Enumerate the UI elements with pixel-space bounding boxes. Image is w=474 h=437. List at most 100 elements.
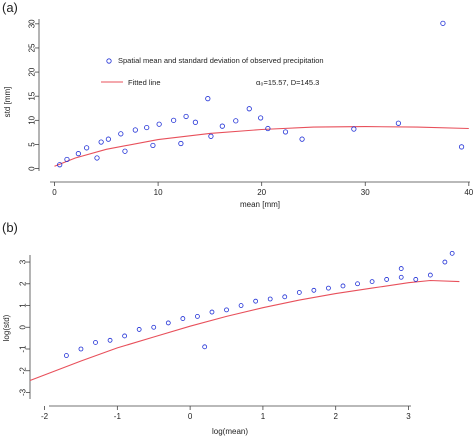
data-point (282, 294, 288, 300)
data-point (107, 337, 113, 343)
x-tick-label: -2 (41, 412, 49, 421)
y-tick-label: -3 (19, 388, 28, 396)
y-tick-label: 0 (19, 324, 28, 329)
data-point (205, 96, 211, 102)
panel-b-x-ticks: -2 -1 0 1 2 3 (41, 406, 411, 421)
data-point (84, 145, 90, 151)
data-point (63, 353, 69, 358)
y-tick-label: 5 (28, 142, 37, 147)
data-point (440, 20, 446, 26)
data-point (150, 142, 156, 149)
y-tick-label: 20 (28, 67, 37, 76)
y-tick-label: -2 (19, 367, 28, 375)
data-point (326, 285, 331, 291)
x-tick-label: -1 (114, 412, 122, 421)
data-point (442, 259, 448, 265)
data-point (132, 127, 138, 133)
y-tick-label: 10 (28, 115, 37, 124)
data-point (118, 131, 124, 137)
y-tick-label: 3 (19, 259, 28, 264)
x-tick-label: 1 (261, 412, 266, 421)
data-point (78, 346, 84, 352)
y-tick-label: 15 (28, 91, 37, 100)
data-point (183, 113, 189, 120)
y-tick-label: 2 (19, 281, 28, 286)
data-point (449, 250, 455, 256)
data-point (384, 277, 390, 282)
panel-b-label: (b) (2, 220, 18, 235)
panel-a-legend: Spatial mean and standard deviation of o… (101, 56, 324, 87)
legend-fitted-line-label: Fitted line (128, 78, 161, 87)
data-point (398, 274, 404, 280)
x-tick-label: 30 (361, 188, 370, 197)
y-tick-label: 25 (28, 43, 37, 52)
panel-a-label: (a) (2, 0, 18, 15)
data-point (195, 313, 200, 319)
data-point (64, 156, 70, 163)
y-tick-label: 30 (28, 19, 37, 28)
panel-b-y-ticks: -3 -2 -1 0 1 2 3 (19, 259, 30, 396)
data-point (427, 272, 433, 278)
x-tick-label: 2 (333, 412, 338, 421)
data-point (94, 155, 100, 161)
data-point (57, 162, 63, 168)
panel-a-y-ticks: 0 5 10 15 20 25 30 (28, 19, 39, 171)
data-point (151, 324, 157, 330)
data-point (233, 118, 239, 124)
data-point (156, 121, 162, 127)
data-point (395, 120, 401, 126)
data-point (75, 151, 81, 157)
data-point (122, 333, 128, 339)
data-point (93, 340, 98, 345)
data-point (351, 126, 357, 132)
panel-b-points-group (63, 250, 455, 358)
data-point (311, 287, 317, 293)
data-point (413, 277, 419, 282)
panel-a: (a) 0 10 20 30 40 0 5 10 15 20 25 30 mean [mm] std… (2, 0, 474, 209)
data-point (458, 144, 465, 150)
x-tick-label: 0 (188, 412, 193, 421)
panel-a-x-axis-label: mean [mm] (240, 200, 280, 209)
panel-b: (b) -2 -1 0 1 2 3 -3 -2 -1 0 1 2 3 log(mean) log(st… (2, 220, 460, 436)
data-point (219, 123, 225, 129)
data-point (209, 309, 215, 315)
data-point (258, 115, 264, 121)
data-point (238, 303, 244, 308)
panel-b-fitted-line-group (29, 279, 460, 382)
data-point (296, 290, 302, 295)
panel-b-x-axis-label: log(mean) (212, 427, 248, 436)
data-point (105, 136, 111, 142)
legend-point-marker (106, 58, 112, 64)
panel-a-fitted-line-group (54, 126, 469, 167)
panel-a-y-axis-label: std [mm] (3, 87, 12, 118)
x-tick-label: 0 (52, 188, 57, 197)
data-point (282, 129, 289, 135)
fitted-line (54, 126, 469, 167)
data-point (122, 148, 128, 154)
panel-a-x-ticks: 0 10 20 30 40 (52, 182, 474, 197)
data-point (171, 117, 177, 123)
data-point (144, 124, 150, 131)
fit-parameters-annotation: α₀=15.57, D=145.3 (256, 78, 319, 87)
data-point (340, 283, 346, 289)
data-point (265, 125, 271, 132)
data-point (253, 298, 259, 304)
panel-b-y-axis-label: log(std) (2, 314, 11, 341)
legend-points-label: Spatial mean and standard deviation of o… (118, 56, 324, 65)
y-tick-label: -1 (19, 345, 28, 353)
data-point (192, 119, 198, 125)
data-point (299, 136, 305, 142)
y-tick-label: 1 (19, 303, 28, 308)
y-tick-label: 0 (28, 166, 37, 171)
x-tick-label: 40 (464, 188, 473, 197)
data-point (246, 106, 252, 112)
data-point (398, 266, 404, 271)
data-point (178, 140, 184, 147)
data-point (180, 316, 186, 321)
data-point (136, 327, 142, 332)
panel-a-points-group (57, 20, 465, 168)
fitted-line (29, 279, 460, 382)
data-point (208, 133, 214, 139)
data-point (202, 344, 208, 350)
